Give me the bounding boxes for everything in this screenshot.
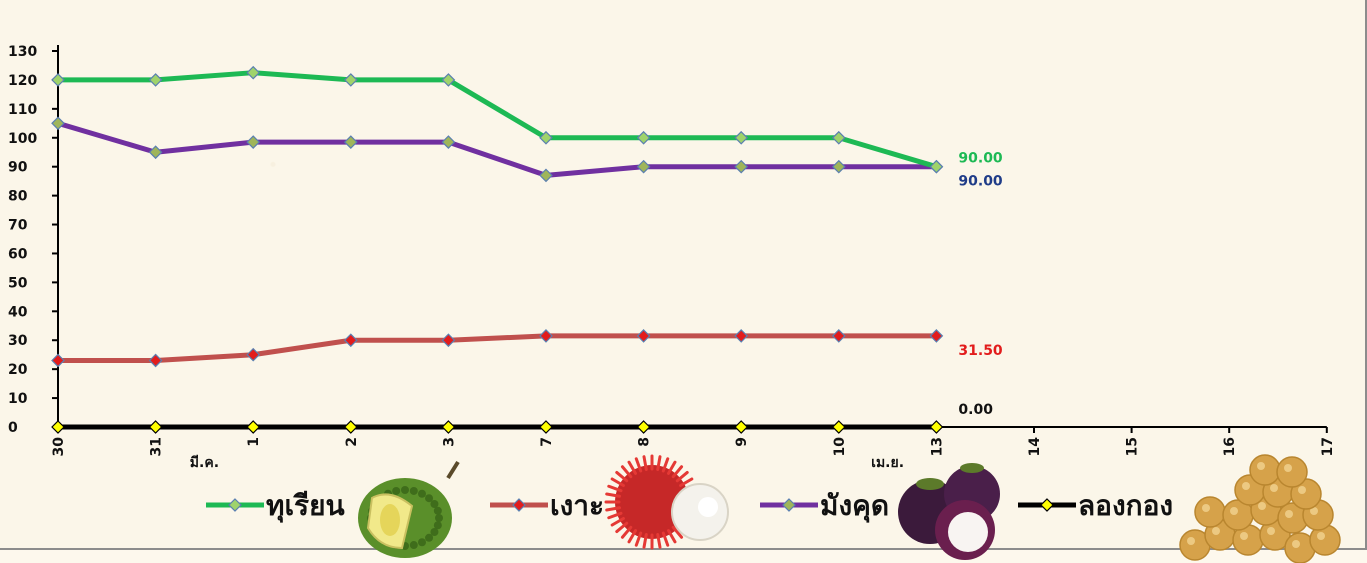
data-point bbox=[148, 73, 163, 87]
data-point bbox=[441, 333, 456, 348]
legend-item-2: เงาะ bbox=[490, 489, 604, 522]
data-point bbox=[929, 329, 944, 343]
longkong-icon bbox=[1179, 454, 1341, 563]
x-tick-label: 1 bbox=[246, 437, 262, 447]
data-point bbox=[51, 116, 65, 131]
data-point bbox=[148, 420, 163, 434]
data-point bbox=[246, 420, 261, 434]
x-tick-label: 14 bbox=[1027, 437, 1043, 457]
y-tick-label: 70 bbox=[8, 218, 28, 234]
rambutan-icon bbox=[604, 454, 729, 550]
x-tick-label: 13 bbox=[929, 437, 945, 456]
data-point bbox=[246, 135, 261, 149]
chart-frame bbox=[0, 0, 1367, 550]
data-point bbox=[636, 159, 651, 174]
series-line bbox=[58, 70, 938, 170]
data-point bbox=[929, 159, 944, 174]
y-tick-label: 50 bbox=[8, 275, 28, 291]
data-point bbox=[539, 168, 553, 183]
data-point bbox=[929, 420, 944, 434]
end-value-label: 90.00 bbox=[958, 151, 1003, 167]
data-point bbox=[734, 159, 749, 174]
y-tick-label: 130 bbox=[8, 44, 37, 60]
y-tick-label: 0 bbox=[8, 420, 18, 436]
x-tick-label: 7 bbox=[539, 437, 555, 447]
series-3 bbox=[51, 116, 944, 183]
series-1 bbox=[51, 65, 944, 174]
legend-marker bbox=[512, 498, 526, 512]
data-point bbox=[441, 420, 456, 434]
data-point bbox=[343, 333, 358, 348]
data-point bbox=[636, 130, 651, 145]
y-tick-label: 60 bbox=[8, 246, 28, 262]
legend-item-3: มังคุด bbox=[760, 489, 889, 523]
y-tick-label: 30 bbox=[8, 333, 28, 349]
series-line bbox=[57, 120, 937, 178]
legend-marker bbox=[1040, 498, 1054, 512]
data-point bbox=[51, 73, 65, 87]
legend-item-4: ลองกอง bbox=[1018, 489, 1173, 522]
data-point bbox=[51, 353, 65, 368]
data-point bbox=[246, 347, 261, 362]
y-tick-label: 100 bbox=[8, 131, 37, 147]
y-tick-label: 120 bbox=[8, 73, 37, 89]
y-tick-label: 20 bbox=[8, 362, 28, 378]
legend-marker bbox=[782, 498, 796, 512]
data-point bbox=[343, 420, 358, 434]
x-tick-label: 31 bbox=[149, 437, 165, 456]
series-line bbox=[58, 333, 937, 363]
data-point bbox=[148, 353, 163, 368]
data-point bbox=[831, 159, 846, 174]
month-label: มี.ค. bbox=[190, 455, 219, 471]
data-point bbox=[831, 420, 846, 434]
data-point bbox=[734, 130, 749, 145]
data-point bbox=[831, 329, 846, 343]
data-point bbox=[148, 145, 163, 160]
data-point bbox=[539, 130, 553, 145]
data-point bbox=[539, 329, 553, 343]
data-point bbox=[441, 73, 456, 87]
data-point bbox=[441, 135, 456, 149]
data-point bbox=[636, 420, 651, 434]
x-tick-label: 30 bbox=[51, 437, 67, 457]
data-point bbox=[831, 130, 846, 145]
x-tick-label: 10 bbox=[832, 437, 848, 457]
x-tick-label: 17 bbox=[1320, 437, 1336, 456]
y-tick-label: 110 bbox=[8, 102, 37, 118]
y-tick-label: 40 bbox=[8, 304, 28, 320]
data-point bbox=[246, 65, 261, 80]
legend-marker bbox=[228, 498, 242, 512]
legend-item-1: ทุเรียน bbox=[206, 489, 345, 523]
x-tick-label: 3 bbox=[441, 437, 457, 447]
x-tick-label: 16 bbox=[1222, 437, 1238, 456]
data-point bbox=[343, 135, 358, 149]
y-tick-label: 90 bbox=[8, 160, 28, 176]
data-point bbox=[343, 73, 358, 87]
data-point bbox=[734, 420, 749, 434]
legend-label: มังคุด bbox=[820, 489, 889, 523]
series-2 bbox=[51, 329, 944, 368]
y-tick-label: 80 bbox=[8, 189, 28, 205]
series-4 bbox=[51, 420, 944, 434]
end-value-label: 0.00 bbox=[958, 402, 993, 418]
month-label: เม.ย. bbox=[871, 455, 904, 471]
legend-label: ทุเรียน bbox=[266, 489, 345, 523]
x-tick-label: 2 bbox=[344, 437, 360, 447]
data-point bbox=[636, 329, 651, 343]
data-point bbox=[51, 420, 65, 434]
y-tick-label: 10 bbox=[8, 391, 28, 407]
data-point bbox=[734, 329, 749, 343]
end-value-label: 90.00 bbox=[958, 174, 1003, 190]
legend-label: เงาะ bbox=[550, 489, 604, 522]
mangosteen-icon bbox=[898, 463, 1000, 560]
legend-label: ลองกอง bbox=[1078, 489, 1173, 522]
data-point bbox=[539, 420, 553, 434]
x-tick-label: 9 bbox=[734, 437, 750, 447]
x-tick-label: 15 bbox=[1125, 437, 1141, 456]
end-value-label: 31.50 bbox=[958, 343, 1003, 359]
x-tick-label: 8 bbox=[637, 437, 653, 447]
durian-icon bbox=[358, 460, 460, 558]
